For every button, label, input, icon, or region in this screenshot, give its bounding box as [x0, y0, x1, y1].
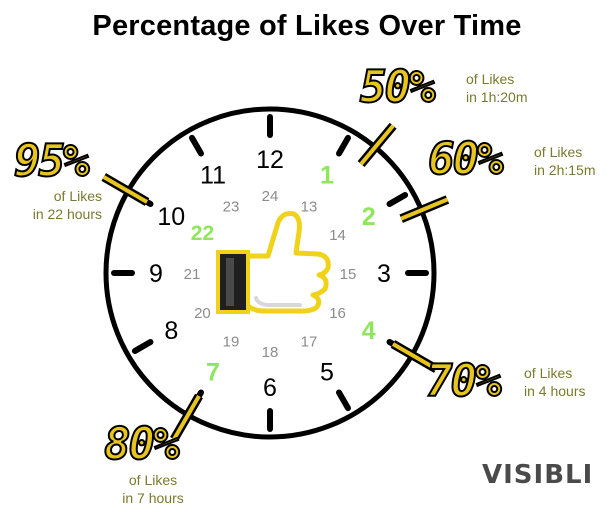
clock-24h-number: 23	[223, 198, 240, 215]
callout-50-note: of Likes in 1h:20m	[466, 71, 528, 105]
hour-tick	[336, 134, 351, 157]
clock-number: 9	[149, 260, 163, 288]
clock-number: 12	[256, 146, 284, 174]
callout-80-percent: 80%	[103, 419, 181, 470]
callout-50-percent: 50%	[359, 62, 437, 113]
hour-tick	[386, 192, 409, 207]
clock-number: 6	[263, 374, 277, 402]
clock-24h-number: 16	[329, 305, 346, 322]
thumbs-up-icon	[216, 211, 331, 314]
page-title: Percentage of Likes Over Time	[92, 10, 522, 42]
clock-number: 5	[320, 359, 334, 387]
hour-tick	[189, 134, 204, 157]
hour-tick	[336, 389, 351, 412]
clock-number: 3	[377, 260, 391, 288]
callout-80-note: of Likes in 7 hours	[122, 472, 184, 506]
callout-70-percent: 70%	[425, 356, 503, 407]
clock-24h-number: 14	[329, 227, 346, 244]
callout-marker-fill	[359, 124, 395, 166]
clock-number: 10	[157, 203, 185, 231]
callout-marker-fill	[400, 197, 449, 221]
clock-number: 4	[362, 317, 376, 345]
clock-number: 11	[200, 161, 226, 189]
clock-number: 2	[362, 203, 376, 231]
clock-24h-number: 13	[301, 198, 318, 215]
clock-24h-number: 21	[184, 266, 201, 283]
callout-95-note: of Likes in 22 hours	[32, 188, 102, 222]
callout-marker-fill	[172, 394, 201, 441]
clock-24h-number: 18	[262, 344, 279, 361]
clock-24h-number: 22	[191, 222, 214, 245]
clock-24h-number: 20	[194, 305, 211, 322]
clock-number: 1	[320, 161, 334, 189]
clock-24h-number: 17	[301, 334, 318, 351]
clock-24h-number: 19	[223, 334, 240, 351]
callout-marker-fill	[102, 175, 149, 204]
callout-95-percent: 95%	[13, 136, 91, 187]
callout-60-percent: 60%	[427, 134, 505, 185]
hour-tick	[131, 339, 154, 354]
callout-60-note: of Likes in 2h:15m	[534, 144, 596, 178]
callout-marker-fill	[391, 342, 438, 371]
clock-24h-number: 24	[262, 188, 279, 205]
clock-24h-number: 15	[340, 266, 357, 283]
callout-markers	[101, 122, 450, 442]
clock-24h-numbers: 24 13 14 15 16 17 18 19 20 21 22 23	[184, 188, 357, 361]
clock-number: 7	[206, 359, 220, 387]
callout-70-note: of Likes in 4 hours	[524, 365, 586, 399]
brand-logo: VISIBLI	[482, 460, 594, 490]
clock-number: 8	[164, 317, 178, 345]
